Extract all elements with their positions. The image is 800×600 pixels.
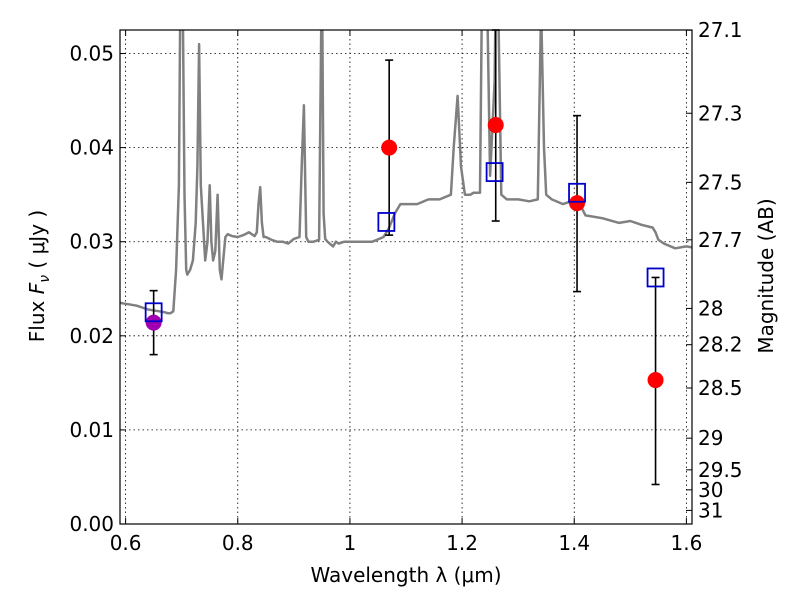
data-point-square bbox=[144, 302, 163, 323]
y-tick-label: 0.01 bbox=[69, 418, 114, 442]
y-axis-title-prefix: Flux bbox=[25, 294, 49, 342]
right-tick-label: 31 bbox=[698, 498, 723, 522]
x-axis: 0.6 0.8 1 1.2 1.4 1.6 bbox=[110, 30, 702, 555]
data-point-circle bbox=[145, 314, 162, 331]
x-tick-label: 1.6 bbox=[670, 531, 702, 555]
right-tick-label: 29 bbox=[698, 426, 723, 450]
x-tick-label: 0.6 bbox=[110, 531, 142, 555]
grid-lines bbox=[120, 30, 692, 525]
right-tick-label: 28 bbox=[698, 296, 723, 320]
data-point-square bbox=[646, 267, 665, 288]
y-axis-title-symbol: F bbox=[25, 282, 49, 294]
data-point-circle bbox=[569, 195, 586, 212]
template-spectrum bbox=[120, 30, 692, 315]
data-point-circle bbox=[647, 372, 664, 389]
x-tick-label: 0.8 bbox=[222, 531, 254, 555]
x-tick-label: 1.4 bbox=[558, 531, 590, 555]
right-tick-label: 27.7 bbox=[698, 228, 743, 252]
data-point-circle bbox=[381, 139, 398, 156]
y-axis-left: 0.00 0.01 0.02 0.03 0.04 0.05 bbox=[69, 42, 126, 536]
x-axis-title: Wavelength λ (μm) bbox=[310, 563, 501, 587]
y-axis-title-subscript: ν bbox=[37, 275, 53, 283]
right-tick-label: 27.1 bbox=[698, 18, 743, 42]
y-tick-label: 0.05 bbox=[69, 42, 114, 66]
y-axis-title: Flux Fν ( μJy ) bbox=[25, 210, 53, 342]
y-axis-right-title: Magnitude (AB) bbox=[754, 198, 778, 353]
data-point-circle bbox=[487, 117, 504, 134]
data-point-square bbox=[485, 162, 504, 182]
error-bars bbox=[149, 29, 660, 486]
data-point-square bbox=[377, 212, 396, 232]
data-point-square bbox=[568, 182, 586, 203]
right-tick-label: 28.5 bbox=[698, 376, 743, 400]
y-tick-label: 0.04 bbox=[69, 136, 114, 160]
right-tick-label: 29.5 bbox=[698, 458, 743, 482]
y-axis-title-suffix: ( μJy ) bbox=[25, 210, 49, 275]
y-tick-label: 0.03 bbox=[69, 230, 114, 254]
y-tick-label: 0.00 bbox=[69, 512, 114, 536]
plot-frame bbox=[119, 29, 693, 525]
spectrum-line bbox=[120, 30, 692, 315]
x-tick-label: 1 bbox=[344, 531, 357, 555]
x-tick-label: 1.2 bbox=[446, 531, 478, 555]
right-tick-label: 28.2 bbox=[698, 333, 743, 357]
right-tick-label: 27.5 bbox=[698, 170, 743, 194]
right-tick-label: 30 bbox=[698, 478, 723, 502]
y-tick-label: 0.02 bbox=[69, 324, 114, 348]
data-points bbox=[144, 117, 665, 389]
right-tick-label: 27.3 bbox=[698, 101, 743, 125]
